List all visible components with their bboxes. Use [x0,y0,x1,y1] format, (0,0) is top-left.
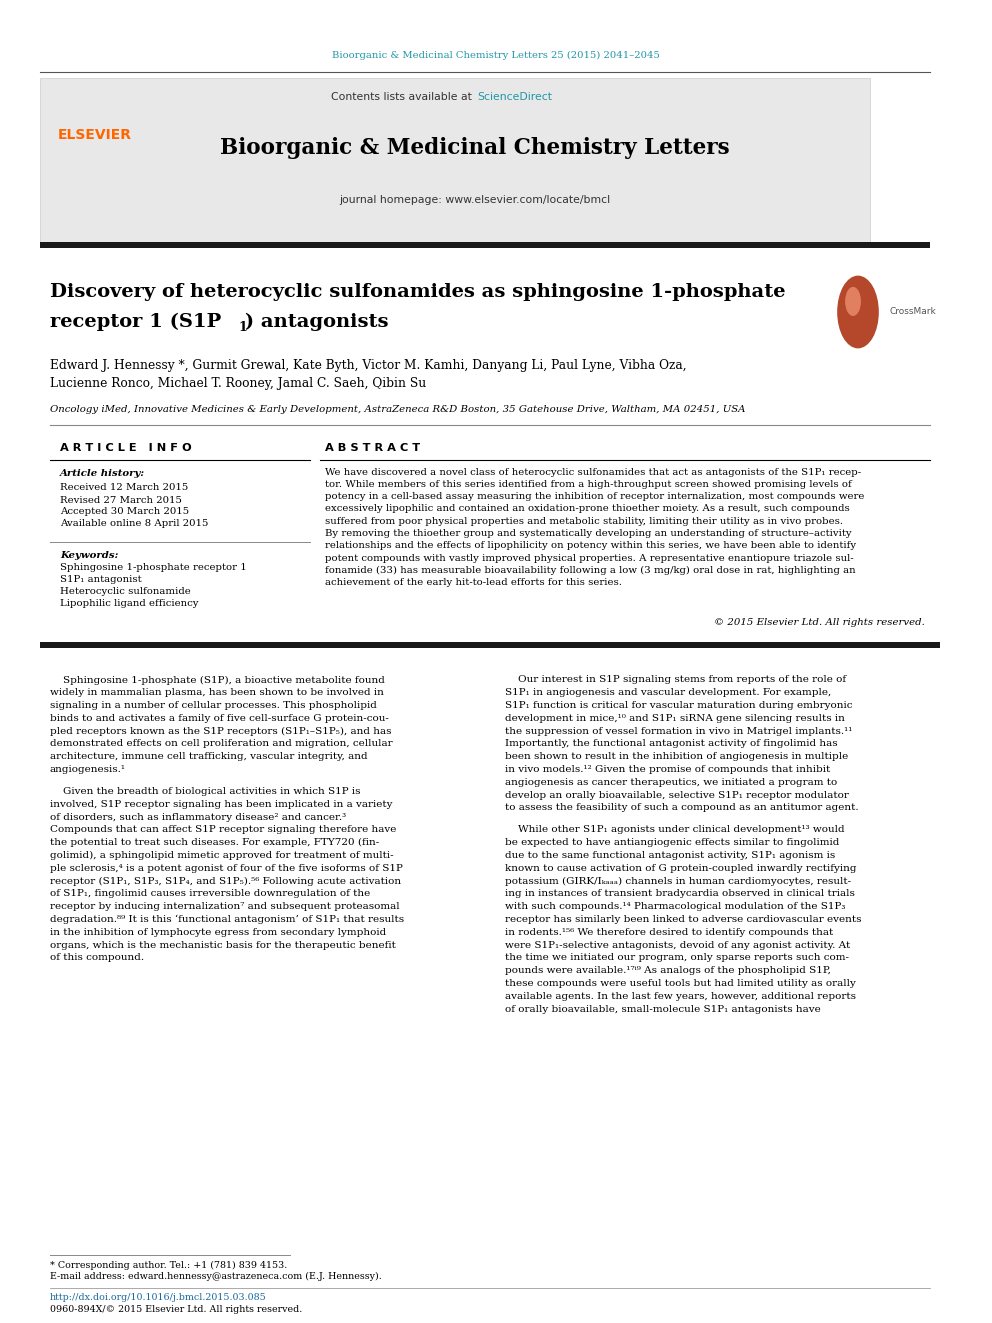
Text: Importantly, the functional antagonist activity of fingolimid has: Importantly, the functional antagonist a… [505,740,837,749]
Text: A B S T R A C T: A B S T R A C T [325,443,421,452]
Text: with such compounds.¹⁴ Pharmacological modulation of the S1P₃: with such compounds.¹⁴ Pharmacological m… [505,902,845,912]
Text: potassium (GIRK/Iₖₐₐₐ) channels in human cardiomyocytes, result-: potassium (GIRK/Iₖₐₐₐ) channels in human… [505,876,851,885]
Text: of this compound.: of this compound. [50,954,144,962]
Text: Sphingosine 1-phosphate receptor 1: Sphingosine 1-phosphate receptor 1 [60,564,247,573]
Text: Accepted 30 March 2015: Accepted 30 March 2015 [60,508,189,516]
Text: ing in instances of transient bradycardia observed in clinical trials: ing in instances of transient bradycardi… [505,889,855,898]
Text: Heterocyclic sulfonamide: Heterocyclic sulfonamide [60,587,190,597]
Text: be expected to have antiangiogenic effects similar to fingolimid: be expected to have antiangiogenic effec… [505,837,839,847]
Text: due to the same functional antagonist activity, S1P₁ agonism is: due to the same functional antagonist ac… [505,851,835,860]
Text: Contents lists available at: Contents lists available at [330,93,475,102]
Text: golimid), a sphingolipid mimetic approved for treatment of multi-: golimid), a sphingolipid mimetic approve… [50,851,394,860]
Text: degradation.⁸⁹ It is this ‘functional antagonism’ of S1P₁ that results: degradation.⁸⁹ It is this ‘functional an… [50,914,404,923]
Text: of disorders, such as inflammatory disease² and cancer.³: of disorders, such as inflammatory disea… [50,812,346,822]
Text: achievement of the early hit-to-lead efforts for this series.: achievement of the early hit-to-lead eff… [325,578,622,587]
Text: receptor 1 (S1P: receptor 1 (S1P [50,312,221,331]
Text: Bioorganic & Medicinal Chemistry Letters: Bioorganic & Medicinal Chemistry Letters [220,138,730,159]
Ellipse shape [845,287,861,316]
Text: demonstrated effects on cell proliferation and migration, cellular: demonstrated effects on cell proliferati… [50,740,393,749]
Text: development in mice,¹⁰ and S1P₁ siRNA gene silencing results in: development in mice,¹⁰ and S1P₁ siRNA ge… [505,714,845,722]
Text: Lipophilic ligand efficiency: Lipophilic ligand efficiency [60,599,198,609]
Text: ple sclerosis,⁴ is a potent agonist of four of the five isoforms of S1P: ple sclerosis,⁴ is a potent agonist of f… [50,864,403,873]
Text: Bioorganic & Medicinal Chemistry Letters 25 (2015) 2041–2045: Bioorganic & Medicinal Chemistry Letters… [332,50,660,60]
Text: Oncology iMed, Innovative Medicines & Early Development, AstraZeneca R&D Boston,: Oncology iMed, Innovative Medicines & Ea… [50,406,746,414]
Text: organs, which is the mechanistic basis for the therapeutic benefit: organs, which is the mechanistic basis f… [50,941,396,950]
Text: the potential to treat such diseases. For example, FTY720 (fin-: the potential to treat such diseases. Fo… [50,837,379,847]
Text: available agents. In the last few years, however, additional reports: available agents. In the last few years,… [505,992,856,1000]
Text: S1P₁ in angiogenesis and vascular development. For example,: S1P₁ in angiogenesis and vascular develo… [505,688,831,697]
Text: pled receptors known as the S1P receptors (S1P₁–S1P₅), and has: pled receptors known as the S1P receptor… [50,726,392,736]
Text: Article history:: Article history: [60,470,145,479]
Text: Discovery of heterocyclic sulfonamides as sphingosine 1-phosphate: Discovery of heterocyclic sulfonamides a… [50,283,786,302]
Text: in vivo models.¹² Given the promise of compounds that inhibit: in vivo models.¹² Given the promise of c… [505,765,830,774]
Text: known to cause activation of G protein-coupled inwardly rectifying: known to cause activation of G protein-c… [505,864,856,873]
Ellipse shape [837,275,879,348]
Text: 1: 1 [238,321,247,335]
Text: By removing the thioether group and systematically developing an understanding o: By removing the thioether group and syst… [325,529,851,538]
Text: receptor has similarly been linked to adverse cardiovascular events: receptor has similarly been linked to ad… [505,916,861,923]
Text: http://dx.doi.org/10.1016/j.bmcl.2015.03.085: http://dx.doi.org/10.1016/j.bmcl.2015.03… [50,1294,267,1303]
Text: Lucienne Ronco, Michael T. Rooney, Jamal C. Saeh, Qibin Su: Lucienne Ronco, Michael T. Rooney, Jamal… [50,377,427,389]
Text: A R T I C L E   I N F O: A R T I C L E I N F O [60,443,191,452]
Text: Compounds that can affect S1P receptor signaling therefore have: Compounds that can affect S1P receptor s… [50,826,397,835]
Bar [40,642,940,648]
Text: fonamide (33) has measurable bioavailability following a low (3 mg/kg) oral dose: fonamide (33) has measurable bioavailabi… [325,566,856,576]
Text: ScienceDirect: ScienceDirect [477,93,552,102]
Text: angiogenesis.¹: angiogenesis.¹ [50,765,126,774]
Text: Sphingosine 1-phosphate (S1P), a bioactive metabolite found: Sphingosine 1-phosphate (S1P), a bioacti… [50,676,385,684]
Text: Received 12 March 2015: Received 12 March 2015 [60,483,188,492]
Text: involved, S1P receptor signaling has been implicated in a variety: involved, S1P receptor signaling has bee… [50,799,393,808]
Text: receptor (S1P₁, S1P₃, S1P₄, and S1P₅).⁵⁶ Following acute activation: receptor (S1P₁, S1P₃, S1P₄, and S1P₅).⁵⁶… [50,876,401,885]
Text: to assess the feasibility of such a compound as an antitumor agent.: to assess the feasibility of such a comp… [505,803,859,812]
Text: signaling in a number of cellular processes. This phospholipid: signaling in a number of cellular proces… [50,701,377,710]
Text: in rodents.¹⁵⁶ We therefore desired to identify compounds that: in rodents.¹⁵⁶ We therefore desired to i… [505,927,833,937]
Text: Our interest in S1P signaling stems from reports of the role of: Our interest in S1P signaling stems from… [505,676,846,684]
Text: architecture, immune cell trafficking, vascular integrity, and: architecture, immune cell trafficking, v… [50,753,368,761]
Text: * Corresponding author. Tel.: +1 (781) 839 4153.: * Corresponding author. Tel.: +1 (781) 8… [50,1261,288,1270]
Bar [40,78,870,242]
Text: widely in mammalian plasma, has been shown to be involved in: widely in mammalian plasma, has been sho… [50,688,384,697]
Text: Revised 27 March 2015: Revised 27 March 2015 [60,496,182,504]
Text: receptor by inducing internalization⁷ and subsequent proteasomal: receptor by inducing internalization⁷ an… [50,902,400,912]
Text: Edward J. Hennessy *, Gurmit Grewal, Kate Byth, Victor M. Kamhi, Danyang Li, Pau: Edward J. Hennessy *, Gurmit Grewal, Kat… [50,359,686,372]
Text: journal homepage: www.elsevier.com/locate/bmcl: journal homepage: www.elsevier.com/locat… [339,194,610,205]
Text: relationships and the effects of lipophilicity on potency within this series, we: relationships and the effects of lipophi… [325,541,856,550]
Text: been shown to result in the inhibition of angiogenesis in multiple: been shown to result in the inhibition o… [505,753,848,761]
Text: Given the breadth of biological activities in which S1P is: Given the breadth of biological activiti… [50,787,360,796]
Text: tor. While members of this series identified from a high-throughput screen showe: tor. While members of this series identi… [325,480,852,488]
Text: of orally bioavailable, small-molecule S1P₁ antagonists have: of orally bioavailable, small-molecule S… [505,1004,820,1013]
Text: were S1P₁-selective antagonists, devoid of any agonist activity. At: were S1P₁-selective antagonists, devoid … [505,941,850,950]
Text: S1P₁ antagonist: S1P₁ antagonist [60,576,142,585]
Text: 0960-894X/© 2015 Elsevier Ltd. All rights reserved.: 0960-894X/© 2015 Elsevier Ltd. All right… [50,1304,303,1314]
Text: ELSEVIER: ELSEVIER [58,128,132,142]
Text: of S1P₁, fingolimid causes irreversible downregulation of the: of S1P₁, fingolimid causes irreversible … [50,889,370,898]
Text: pounds were available.¹⁷ⁱ⁹ As analogs of the phospholipid S1P,: pounds were available.¹⁷ⁱ⁹ As analogs of… [505,966,831,975]
Text: S1P₁ function is critical for vascular maturation during embryonic: S1P₁ function is critical for vascular m… [505,701,852,710]
Text: develop an orally bioavailable, selective S1P₁ receptor modulator: develop an orally bioavailable, selectiv… [505,791,849,799]
Text: ) antagonists: ) antagonists [245,312,389,331]
Text: binds to and activates a family of five cell-surface G protein-cou-: binds to and activates a family of five … [50,714,389,722]
Text: potency in a cell-based assay measuring the inhibition of receptor internalizati: potency in a cell-based assay measuring … [325,492,864,501]
Bar [40,242,930,247]
Text: the time we initiated our program, only sparse reports such com-: the time we initiated our program, only … [505,954,849,962]
Text: suffered from poor physical properties and metabolic stability, limiting their u: suffered from poor physical properties a… [325,517,843,525]
Text: angiogenesis as cancer therapeutics, we initiated a program to: angiogenesis as cancer therapeutics, we … [505,778,837,787]
Text: E-mail address: edward.hennessy@astrazeneca.com (E.J. Hennessy).: E-mail address: edward.hennessy@astrazen… [50,1271,382,1281]
Text: these compounds were useful tools but had limited utility as orally: these compounds were useful tools but ha… [505,979,856,988]
Text: potent compounds with vastly improved physical properties. A representative enan: potent compounds with vastly improved ph… [325,553,854,562]
Text: the suppression of vessel formation in vivo in Matrigel implants.¹¹: the suppression of vessel formation in v… [505,726,852,736]
Text: Keywords:: Keywords: [60,550,118,560]
Text: in the inhibition of lymphocyte egress from secondary lymphoid: in the inhibition of lymphocyte egress f… [50,927,386,937]
Text: © 2015 Elsevier Ltd. All rights reserved.: © 2015 Elsevier Ltd. All rights reserved… [714,618,925,627]
Text: excessively lipophilic and contained an oxidation-prone thioether moiety. As a r: excessively lipophilic and contained an … [325,504,850,513]
Text: CrossMark: CrossMark [890,307,936,316]
Text: We have discovered a novel class of heterocyclic sulfonamides that act as antago: We have discovered a novel class of hete… [325,467,861,476]
Text: While other S1P₁ agonists under clinical development¹³ would: While other S1P₁ agonists under clinical… [505,826,844,835]
Text: Available online 8 April 2015: Available online 8 April 2015 [60,520,208,528]
